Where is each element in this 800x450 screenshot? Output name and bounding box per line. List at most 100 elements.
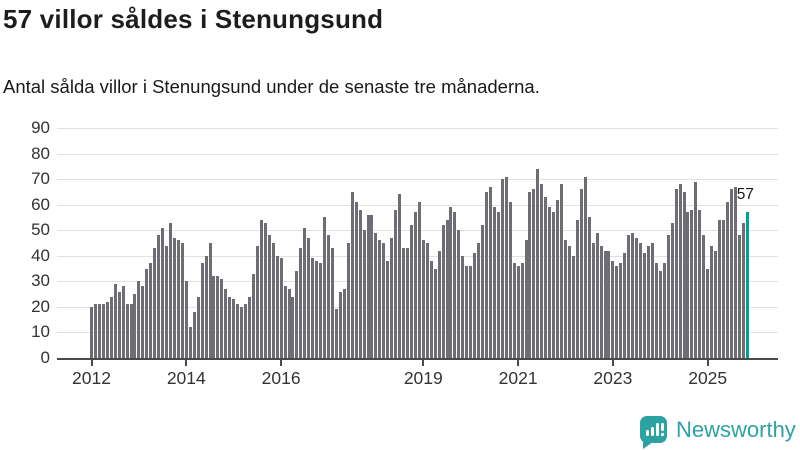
bar (615, 266, 619, 358)
bar (342, 289, 346, 358)
bar (682, 191, 686, 358)
bar (109, 296, 113, 358)
bar (97, 304, 101, 358)
bar (149, 263, 153, 358)
bar (544, 197, 548, 358)
bar (564, 240, 567, 358)
bar (504, 176, 508, 358)
bar (500, 179, 504, 358)
bar (216, 276, 220, 358)
bar (105, 301, 109, 358)
bar (259, 220, 263, 358)
bar (113, 283, 117, 358)
logo-exclamation-dot-icon (660, 432, 664, 436)
y-axis-label: 30 (31, 271, 50, 291)
y-axis-label: 70 (31, 169, 50, 189)
bar (153, 248, 157, 358)
bar (279, 258, 283, 358)
bar (362, 230, 366, 358)
bar (101, 304, 105, 358)
bar (492, 207, 496, 358)
bar (232, 299, 236, 358)
bar (417, 202, 421, 358)
bar (658, 271, 662, 358)
bar (560, 184, 564, 358)
bar (441, 225, 445, 358)
bar (595, 232, 599, 358)
bar (141, 286, 145, 358)
bar (133, 294, 137, 358)
bar (121, 286, 125, 358)
bar (390, 237, 394, 358)
gridline (57, 281, 778, 283)
bar (125, 304, 129, 358)
bar (303, 227, 307, 358)
logo-bubble-tail (643, 442, 653, 449)
bar (619, 263, 623, 358)
x-axis-tick (517, 360, 520, 366)
bar (445, 220, 449, 358)
bar (536, 168, 540, 358)
bar (461, 255, 465, 358)
bar (228, 296, 232, 358)
bar (358, 209, 362, 358)
bar (556, 199, 560, 358)
bar (607, 250, 611, 358)
bar (567, 245, 571, 358)
bar (244, 304, 248, 358)
x-axis-tick (185, 360, 188, 366)
bar (532, 189, 536, 358)
bar (524, 240, 528, 358)
bar (477, 243, 481, 358)
bar (722, 220, 725, 358)
bar (240, 306, 244, 358)
x-axis-label: 2023 (593, 368, 633, 388)
bar (378, 240, 382, 358)
bar (469, 266, 473, 358)
bar (694, 181, 698, 358)
bar (283, 286, 287, 358)
bar (425, 243, 429, 358)
bar (453, 212, 457, 358)
bar (295, 271, 299, 358)
bar (90, 306, 93, 358)
bar (346, 243, 350, 358)
x-axis-tick (706, 360, 709, 366)
bar (366, 214, 370, 358)
bar (611, 260, 615, 358)
gridline (57, 255, 778, 257)
bar (741, 222, 745, 358)
bar (374, 232, 378, 358)
logo-bar-icon (645, 430, 649, 436)
bar (93, 304, 97, 358)
bar (330, 248, 334, 358)
y-axis-label: 80 (31, 143, 50, 163)
bar (729, 189, 733, 358)
bar (172, 237, 176, 358)
y-axis-label: 90 (31, 118, 50, 137)
bar (196, 296, 200, 358)
bar (275, 255, 279, 358)
bar (488, 186, 492, 358)
bar (718, 220, 722, 358)
bar (165, 245, 169, 358)
bar (643, 253, 646, 358)
bar (236, 304, 240, 358)
bar (402, 248, 406, 358)
bar (670, 222, 674, 358)
bar (409, 225, 413, 358)
bar (591, 243, 595, 358)
bar (571, 255, 575, 358)
bar (623, 253, 627, 358)
x-axis-label: 2014 (166, 368, 206, 388)
bar (639, 243, 643, 358)
bar (354, 202, 358, 358)
gridline (57, 153, 778, 155)
bar (631, 232, 635, 358)
bar (662, 263, 666, 358)
bar (263, 222, 267, 358)
bar (437, 250, 441, 358)
bar (516, 266, 520, 358)
bar-value-label: 57 (736, 186, 754, 204)
bar (635, 237, 639, 358)
